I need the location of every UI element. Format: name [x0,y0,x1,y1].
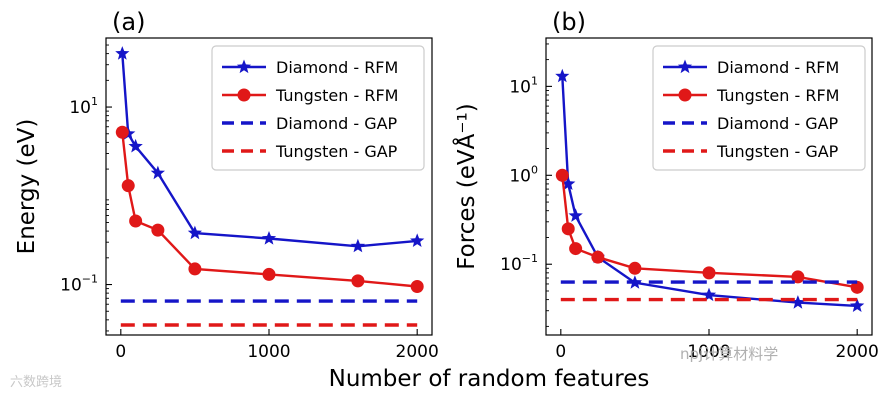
star-marker [410,233,425,247]
legend-label: Diamond - RFM [717,58,839,77]
legend: Diamond - RFM Tungsten - RFM Diamond - GAP… [652,45,866,171]
legend-label: Diamond - GAP [717,114,839,133]
circle-marker [262,267,276,281]
star-marker [115,46,130,60]
circle-marker [121,179,135,193]
y-axis-label: Energy (eV) [14,119,40,255]
legend-label: Diamond - RFM [276,58,398,77]
y-tick-label-exponent: 1 [91,95,98,108]
legend-item: Tungsten - GAP [222,142,398,161]
x-tick-label: 1000 [247,342,290,362]
legend: Diamond - RFM Tungsten - RFM Diamond - GAP… [211,45,425,171]
y-tick-label-base: 10 [509,166,531,186]
circle-marker [591,250,605,264]
star-marker [261,231,277,245]
circle-marker [628,261,642,275]
x-tick-label: 0 [115,342,126,362]
circle-marker [850,280,864,294]
circle-marker [702,266,716,280]
y-tick-label-base: 10 [69,98,91,118]
x-tick-label: 2000 [396,342,439,362]
panel-label: (a) [112,8,145,36]
star-marker [701,287,717,302]
series-tungsten-rfm [555,168,864,294]
circle-marker [188,262,202,276]
series-line [561,76,858,308]
circle-marker [569,242,583,256]
legend-item: Diamond - RFM [663,58,839,77]
y-tick-label: 10−1 [500,252,538,275]
watermark-right: npj计算材料学 [680,345,779,363]
circle-marker [791,270,805,284]
x-tick-label: 1000 [687,342,730,362]
legend-label: Tungsten - GAP [716,142,839,161]
x-tick-label: 0 [555,342,566,362]
legend-box [652,45,866,171]
star-marker [555,68,570,83]
y-tick-label: 100 [509,163,538,186]
y-tick-label: 101 [509,74,538,97]
watermark-left: 六数跨境 [10,375,63,390]
legend-label: Diamond - GAP [276,114,398,133]
star-marker [850,298,865,312]
y-tick-label-exponent: −1 [82,273,98,286]
star-marker [568,208,583,222]
legend-star-marker [236,59,252,74]
x-axis-label: Number of random features [329,366,650,392]
series-tungsten-rfm [115,125,424,294]
star-marker [561,176,576,190]
circle-marker [129,214,143,228]
legend-item: Tungsten - RFM [222,86,398,105]
y-tick-label-base: 10 [509,77,531,97]
y-tick-label-exponent: 0 [531,163,538,176]
x-tick-label: 2000 [836,342,879,362]
y-tick-label: 101 [69,95,98,118]
circle-marker [151,223,165,237]
y-tick-label: 10−1 [60,273,98,296]
star-marker [128,138,143,153]
legend-label: Tungsten - GAP [275,142,398,161]
legend-label: Tungsten - RFM [275,86,398,105]
circle-marker [410,280,424,294]
circle-marker [561,222,575,236]
legend-item: Diamond - RFM [222,58,398,77]
legend-star-marker [677,59,693,74]
legend-item: Tungsten - GAP [663,142,839,161]
legend-item: Diamond - GAP [663,114,839,133]
legend-circle-marker [237,88,251,102]
star-marker [350,238,365,253]
legend-circle-marker [678,88,692,102]
circle-marker [115,125,129,139]
star-marker [790,295,805,309]
y-tick-label-base: 10 [60,276,82,296]
y-tick-label-exponent: 1 [531,74,538,87]
star-marker [187,225,202,240]
y-tick-label-exponent: −1 [522,252,538,265]
circle-marker [351,274,365,288]
panel-label: (b) [552,8,586,36]
star-marker [150,165,165,180]
y-axis-label: Forces (eVÅ⁻¹) [452,103,480,269]
y-tick-label-base: 10 [500,255,522,275]
legend-label: Tungsten - RFM [716,86,839,105]
legend-item: Diamond - GAP [222,114,398,133]
circle-marker [555,168,569,182]
legend-item: Tungsten - RFM [663,86,839,105]
legend-box [211,45,425,171]
